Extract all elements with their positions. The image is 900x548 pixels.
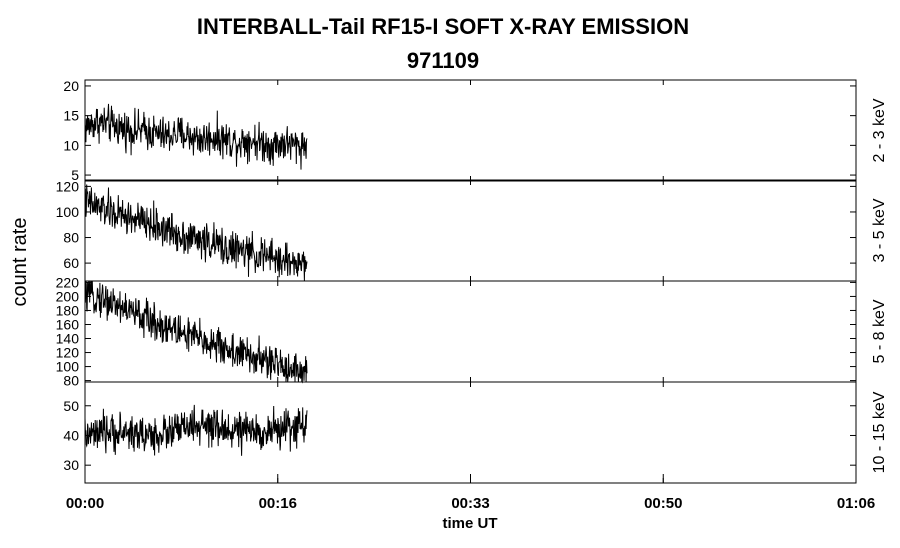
y-tick-label: 140	[56, 331, 80, 347]
y-tick-label: 5	[71, 167, 79, 183]
y-axis-label: count rate	[9, 218, 31, 307]
y-tick-label: 200	[56, 288, 80, 304]
series-label: 10 - 15 keV	[871, 391, 888, 473]
y-tick-label: 40	[63, 427, 79, 443]
x-tick-label: 00:16	[259, 495, 297, 512]
panel-4: 30 40 50 10 - 15 keV	[63, 381, 888, 484]
series-line	[84, 103, 308, 170]
chart-title: INTERBALL-Tail RF15-I SOFT X-RAY EMISSIO…	[197, 14, 689, 39]
y-tick-label: 100	[56, 204, 80, 220]
y-tick-label: 80	[63, 373, 79, 389]
x-tick-label: 01:06	[837, 495, 875, 512]
y-tick-label: 60	[63, 255, 79, 271]
y-tick-label: 100	[56, 359, 80, 375]
chart-subtitle: 971109	[407, 48, 479, 73]
y-tick-label: 180	[56, 302, 80, 318]
y-tick-label: 120	[56, 178, 80, 194]
y-tick-label: 20	[63, 78, 79, 94]
y-tick-label: 80	[63, 230, 79, 246]
y-tick-label: 160	[56, 316, 80, 332]
panel-2: 60 80 100 120 3 - 5 keV	[56, 178, 888, 282]
series-line	[84, 184, 308, 282]
series-line	[84, 280, 308, 384]
y-tick-label: 10	[63, 137, 79, 153]
y-tick-label: 120	[56, 345, 80, 361]
series-label: 5 - 8 keV	[871, 299, 888, 363]
y-tick-label: 50	[63, 398, 79, 414]
series-label: 2 - 3 keV	[871, 98, 888, 162]
panel-frame	[84, 179, 857, 282]
x-tick-label: 00:00	[66, 495, 104, 512]
series-label: 3 - 5 keV	[871, 198, 888, 262]
x-axis-label: time UT	[442, 515, 497, 532]
x-tick-label: 00:33	[451, 495, 489, 512]
y-tick-label: 220	[56, 274, 80, 290]
panel-frame	[84, 381, 857, 484]
x-tick-label: 00:50	[644, 495, 682, 512]
panel-frame	[84, 79, 857, 182]
panel-1: 5 10 15 20 2 - 3 keV	[63, 78, 888, 183]
y-tick-label: 30	[63, 457, 79, 473]
y-tick-label: 15	[63, 108, 79, 124]
series-line	[84, 404, 308, 456]
